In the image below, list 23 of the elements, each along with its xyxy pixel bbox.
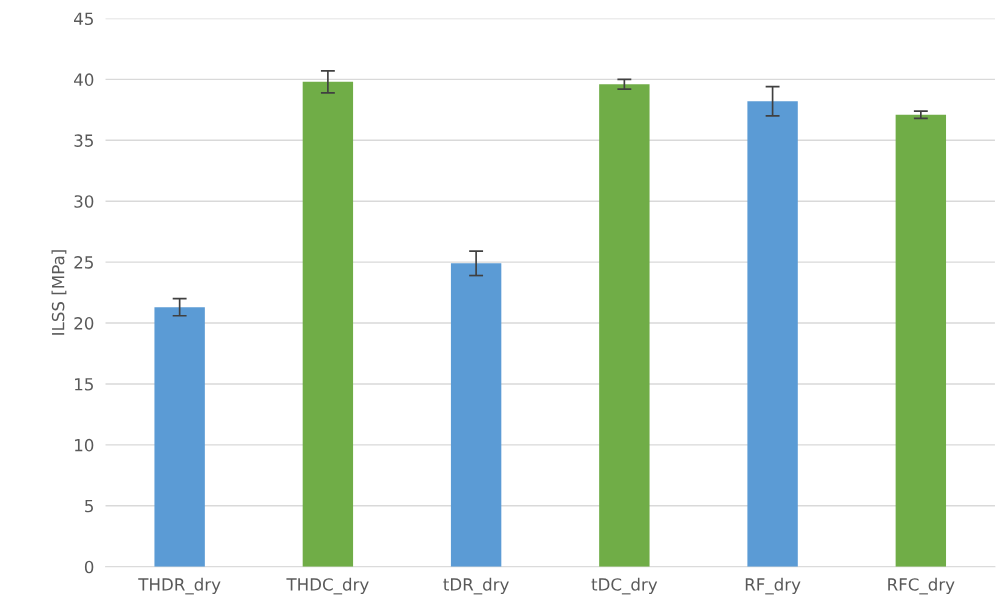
y-tick-label: 30 xyxy=(74,195,94,208)
x-tick-label: RF_dry xyxy=(745,577,801,595)
y-tick-label: 45 xyxy=(74,12,93,26)
x-tick-label: tDC_dry xyxy=(591,577,658,595)
y-tick-label: 35 xyxy=(74,134,93,147)
bar xyxy=(747,101,798,567)
y-tick-label: 5 xyxy=(85,499,93,513)
bar xyxy=(302,81,354,567)
bar xyxy=(895,114,947,567)
x-tick-label: THDR_dry xyxy=(138,577,221,595)
bar xyxy=(599,84,650,567)
y-tick-label: 15 xyxy=(75,378,93,391)
bar xyxy=(154,307,205,567)
y-tick-label: 10 xyxy=(75,438,94,452)
y-axis-title: ILSS [MPa] xyxy=(51,250,67,335)
y-tick-label: 40 xyxy=(74,73,94,86)
y-tick-label: 20 xyxy=(74,317,94,330)
y-tick-label: 0 xyxy=(84,560,94,574)
x-tick-label: RFC_dry xyxy=(888,577,955,595)
y-tick-label: 25 xyxy=(74,256,93,269)
bar xyxy=(450,263,502,567)
x-tick-label: THDC_dry xyxy=(286,577,369,595)
x-tick-label: tDR_dry xyxy=(443,577,509,595)
